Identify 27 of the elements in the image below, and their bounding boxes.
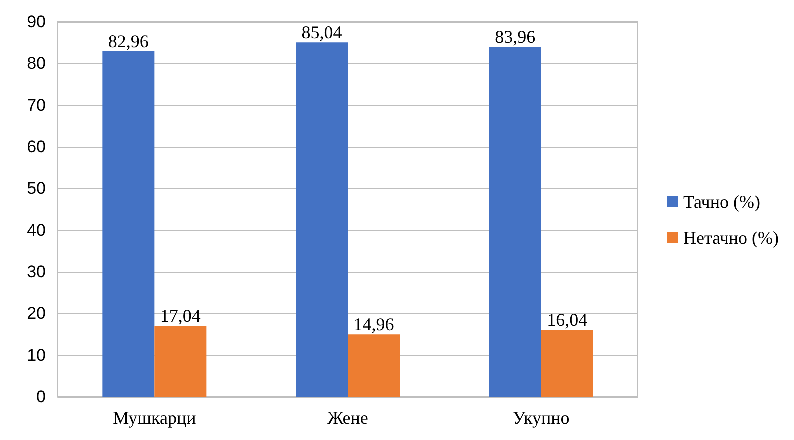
y-tick-label: 70 <box>27 96 46 115</box>
x-tick-label: Укупно <box>512 408 570 428</box>
bar <box>348 334 400 397</box>
bar <box>489 47 542 397</box>
y-tick-label: 80 <box>27 54 46 74</box>
bar <box>541 330 594 397</box>
data-label: 82,96 <box>108 31 149 52</box>
bar <box>102 51 155 397</box>
data-label: 16,04 <box>547 310 588 330</box>
data-label: 14,96 <box>354 314 394 335</box>
bar <box>296 42 348 397</box>
y-tick-label: 10 <box>27 346 46 365</box>
data-label: 85,04 <box>302 22 342 43</box>
y-tick-label: 20 <box>27 304 46 324</box>
y-tick-label: 50 <box>27 179 46 198</box>
legend-label: Нетачно (%) <box>683 228 780 248</box>
x-tick-label: Мушкарци <box>113 408 197 428</box>
y-tick-label: 30 <box>27 262 46 282</box>
y-tick-label: 90 <box>27 12 46 32</box>
y-tick-label: 60 <box>27 138 46 156</box>
bar <box>154 326 207 397</box>
legend-label: Тачно (%) <box>683 192 760 212</box>
data-label: 17,04 <box>160 306 201 326</box>
y-tick-label: 0 <box>36 388 46 406</box>
x-tick-label: Жене <box>328 408 368 428</box>
y-tick-label: 40 <box>27 220 46 240</box>
data-label: 83,96 <box>495 27 536 48</box>
